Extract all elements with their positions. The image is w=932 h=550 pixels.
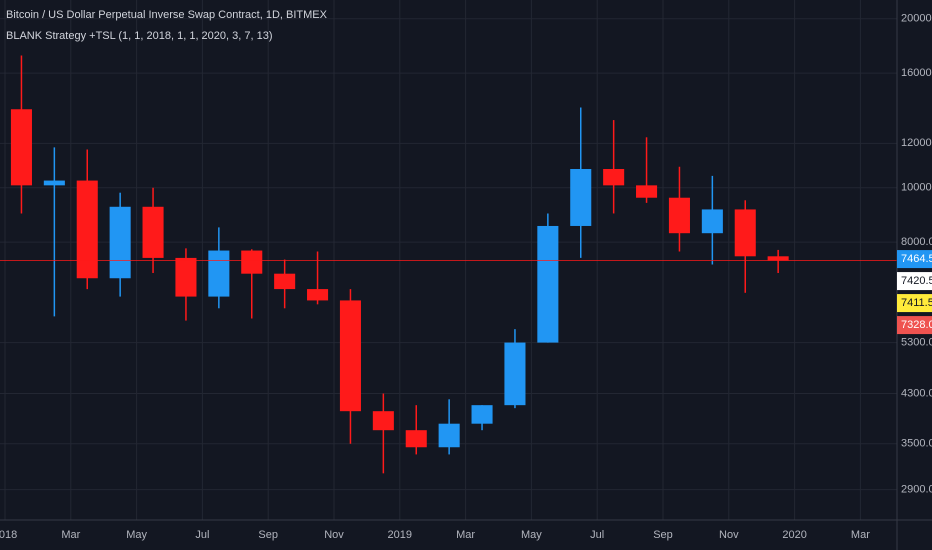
grid <box>0 0 897 520</box>
x-tick-label: May <box>126 529 147 541</box>
price-label-box <box>897 316 932 335</box>
x-tick-label: Mar <box>456 529 475 541</box>
y-tick-label: 5300.0 <box>901 336 932 348</box>
candle-body <box>208 250 230 297</box>
candle-body <box>10 109 32 186</box>
price-label: 7420.5 <box>901 275 932 287</box>
candle-body <box>307 289 329 301</box>
y-tick-label: 20000.0 <box>901 13 932 25</box>
price-label: 7464.5 <box>901 253 932 265</box>
x-tick-label: 2019 <box>388 529 412 541</box>
x-tick-label: May <box>521 529 542 541</box>
indicator-label: BLANK Strategy +TSL (1, 1, 2018, 1, 1, 2… <box>6 30 273 42</box>
y-tick-label: 10000.0 <box>901 182 932 194</box>
candle-body <box>668 197 690 234</box>
candles <box>0 55 897 474</box>
candle-body <box>142 206 164 258</box>
x-tick-label: Nov <box>324 529 344 541</box>
x-tick-label: Jul <box>590 529 604 541</box>
candle-body <box>405 430 427 448</box>
candle-body <box>76 180 98 279</box>
candle-body <box>339 300 361 412</box>
y-tick-label: 3500.0 <box>901 438 932 450</box>
candle-body <box>701 209 723 234</box>
candle-body <box>372 411 394 431</box>
candle-body <box>570 169 592 226</box>
x-tick-label: 2018 <box>0 529 17 541</box>
x-tick-label: Mar <box>61 529 80 541</box>
y-tick-label: 4300.0 <box>901 387 932 399</box>
y-tick-label: 16000.0 <box>901 67 932 79</box>
y-tick-label: 8000.0 <box>901 236 932 248</box>
chart-title: Bitcoin / US Dollar Perpetual Inverse Sw… <box>6 9 328 21</box>
x-tick-label: 2020 <box>782 529 806 541</box>
candle-body <box>471 405 493 424</box>
candle-body <box>603 169 625 186</box>
candle-body <box>734 209 756 257</box>
x-tick-label: Jul <box>195 529 209 541</box>
candle-body <box>241 250 263 274</box>
x-tick-label: Sep <box>258 529 278 541</box>
candle-body <box>109 206 131 279</box>
price-label: 7411.5 <box>901 297 932 309</box>
candle-body <box>438 423 460 448</box>
x-tick-label: Nov <box>719 529 739 541</box>
y-tick-label: 2900.0 <box>901 484 932 496</box>
x-tick-label: Mar <box>851 529 870 541</box>
price-label: 7328.0 <box>901 319 932 331</box>
y-tick-label: 12000.0 <box>901 137 932 149</box>
price-label-box <box>897 250 932 269</box>
candle-body <box>274 273 296 290</box>
candle-body <box>504 342 526 406</box>
price-label-box <box>897 272 932 291</box>
candle-body <box>43 180 65 186</box>
candle-body <box>636 185 658 198</box>
axes: 2900.0 3500.0 4300.0 5300.0 8000.0 10000.0 120… <box>0 13 932 541</box>
price-label-box <box>897 294 932 313</box>
candle-body <box>175 257 197 297</box>
x-tick-label: Sep <box>653 529 673 541</box>
candle-body <box>767 256 789 261</box>
candle-body <box>537 225 559 343</box>
